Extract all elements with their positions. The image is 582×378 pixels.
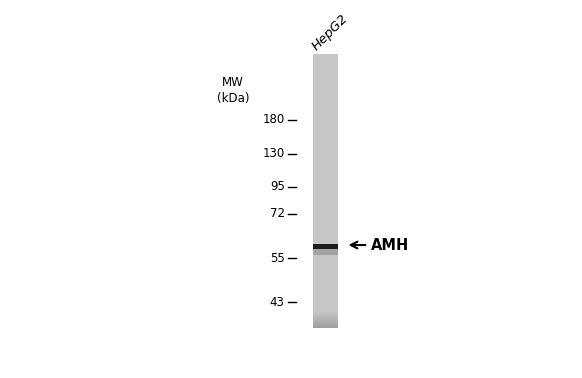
- Bar: [313, 321, 338, 322]
- Bar: [313, 316, 338, 317]
- Text: 72: 72: [269, 207, 285, 220]
- Bar: [313, 326, 338, 327]
- Bar: [313, 320, 338, 321]
- Bar: [313, 317, 338, 318]
- Text: 180: 180: [262, 113, 285, 126]
- Text: 43: 43: [270, 296, 285, 308]
- Bar: [313, 315, 338, 316]
- Text: 55: 55: [270, 252, 285, 265]
- Bar: [313, 322, 338, 323]
- Text: 95: 95: [270, 180, 285, 193]
- Text: 130: 130: [262, 147, 285, 160]
- Bar: [313, 313, 338, 314]
- Bar: [313, 318, 338, 319]
- Text: MW
(kDa): MW (kDa): [217, 76, 249, 105]
- Bar: [313, 311, 338, 312]
- Bar: [313, 323, 338, 324]
- Bar: [313, 325, 338, 326]
- Bar: [313, 54, 338, 328]
- Bar: [313, 243, 338, 249]
- Bar: [313, 314, 338, 315]
- Bar: [313, 249, 338, 255]
- Bar: [313, 324, 338, 325]
- Bar: [313, 312, 338, 313]
- Bar: [313, 319, 338, 320]
- Text: AMH: AMH: [371, 237, 409, 253]
- Text: HepG2: HepG2: [310, 12, 350, 53]
- Bar: [313, 327, 338, 328]
